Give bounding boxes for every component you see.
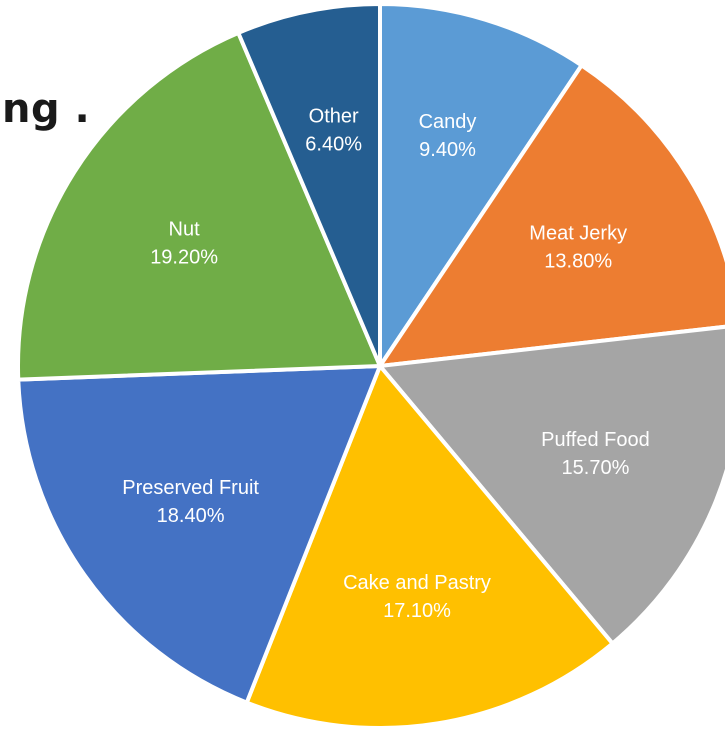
slice-category-label-nut: Nut: [169, 219, 201, 241]
slice-value-label-preserved-fruit: 18.40%: [157, 505, 225, 527]
pie-slice-meat-jerky: [378, 63, 725, 368]
slice-value-label-other: 6.40%: [305, 134, 362, 156]
slice-value-label-meat-jerky: 13.80%: [544, 250, 612, 272]
chart-title-fragment: ng .: [2, 86, 91, 132]
slice-category-label-meat-jerky: Meat Jerky: [529, 222, 627, 244]
slice-category-label-preserved-fruit: Preserved Fruit: [122, 477, 259, 499]
pie-slice-cake-and-pastry: [244, 364, 615, 730]
slice-value-label-puffed-food: 15.70%: [562, 457, 630, 479]
slice-value-label-cake-and-pastry: 17.10%: [383, 600, 451, 622]
slice-category-label-candy: Candy: [419, 111, 477, 133]
slice-category-label-other: Other: [309, 106, 359, 128]
pie-slice-candy: [378, 2, 584, 368]
pie-slice-other: [236, 2, 382, 368]
pie-slices: [16, 2, 725, 730]
pie-slice-preserved-fruit: [16, 364, 382, 705]
slice-category-label-cake-and-pastry: Cake and Pastry: [343, 572, 491, 594]
slice-value-label-candy: 9.40%: [419, 139, 476, 161]
pie-slice-nut: [16, 30, 382, 382]
pie-labels: Candy 9.40% Meat Jerky 13.80% Puffed Food 15.…: [122, 106, 649, 622]
slice-value-label-nut: 19.20%: [150, 247, 218, 269]
pie-slice-puffed-food: [378, 324, 725, 646]
slice-category-label-puffed-food: Puffed Food: [541, 429, 650, 451]
